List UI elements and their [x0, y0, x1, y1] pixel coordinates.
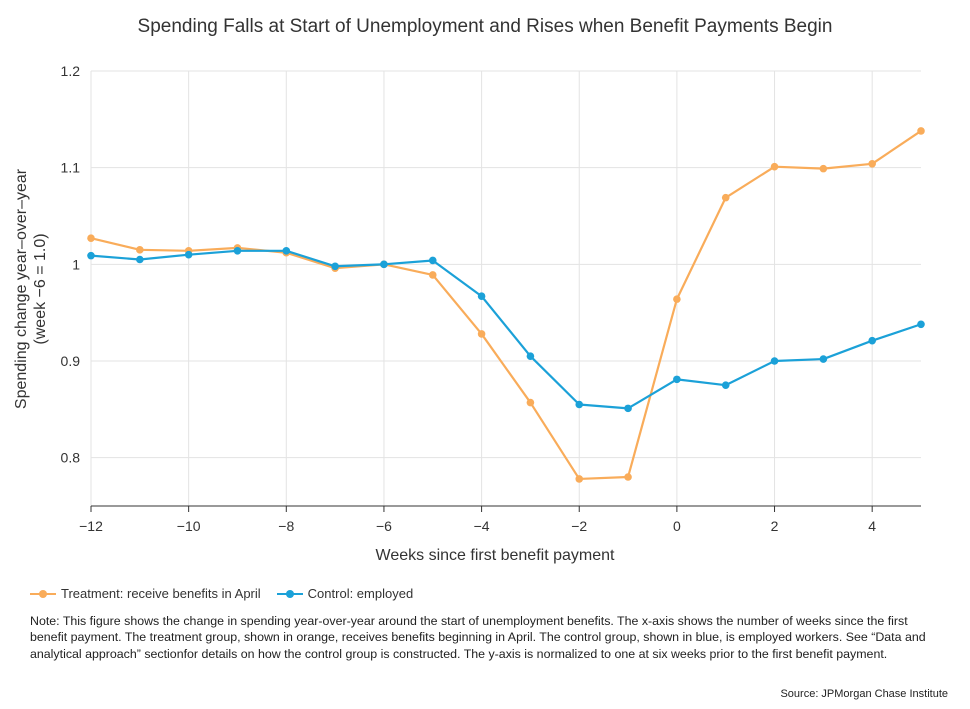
series-1-point-12	[673, 375, 681, 384]
series-0-point-0	[87, 234, 95, 243]
legend-item-control: Control: employed	[276, 586, 414, 601]
source-text: Source: JPMorgan Chase Institute	[780, 688, 948, 700]
chart-title: Spending Falls at Start of Unemployment …	[137, 16, 833, 37]
series-0-point-9	[526, 398, 535, 407]
series-1-point-2	[184, 250, 193, 259]
x-tick-label-8: 4	[868, 518, 876, 534]
series-1-point-16	[868, 336, 876, 345]
y-tick-label-0: 0.8	[61, 450, 81, 466]
line-chart: 0.8 0.9 1 1.1 1.2 −12 −10 −8 −6 −4 −2 0 2 4 Weeks sin…	[13, 63, 925, 564]
axes: 0.8 0.9 1 1.1 1.2 −12 −10 −8 −6 −4 −2 0 2 4	[61, 63, 921, 534]
x-tick-label-4: −4	[474, 518, 490, 534]
series-1-point-7	[428, 256, 437, 265]
series-1-point-15	[819, 355, 828, 363]
x-tick-label-1: −10	[177, 518, 201, 534]
series-1-point-1	[136, 255, 144, 264]
series-1-point-9	[526, 352, 535, 360]
legend-swatch-treatment	[30, 588, 56, 600]
series-0-point-11	[624, 473, 632, 481]
legend-swatch-control	[276, 588, 303, 600]
series-1-point-13	[721, 381, 730, 389]
y-axis-label-sub: (week −6 = 1.0)	[32, 233, 49, 344]
note-text: Note: This figure shows the change in sp…	[30, 614, 926, 661]
series-0-point-1	[136, 246, 144, 254]
series-line-1	[90, 249, 922, 410]
series	[87, 127, 925, 483]
y-tick-label-3: 1.1	[61, 160, 81, 176]
series-1-point-0	[87, 251, 95, 260]
y-tick-label-4: 1.2	[61, 63, 81, 79]
y-tick-label-1: 0.9	[61, 353, 81, 369]
series-line-0	[90, 130, 922, 481]
series-0-point-15	[819, 164, 828, 173]
series-0-point-12	[673, 295, 681, 303]
series-1-point-11	[624, 404, 632, 413]
series-1-point-5	[331, 262, 339, 271]
series-1-point-3	[233, 247, 242, 255]
x-tick-label-2: −8	[278, 518, 294, 534]
legend-label-treatment: Treatment: receive benefits in April	[61, 586, 261, 601]
series-0-point-7	[428, 271, 437, 279]
series-1-point-14	[770, 357, 779, 365]
x-tick-label-3: −6	[376, 518, 392, 534]
x-axis-label: Weeks since first benefit payment	[376, 547, 615, 564]
x-tick-label-0: −12	[79, 518, 103, 534]
legend: Treatment: receive benefits in April Con…	[30, 586, 429, 601]
x-tick-label-6: 0	[673, 518, 681, 534]
series-0-point-8	[477, 330, 486, 338]
series-0-point-17	[917, 127, 925, 135]
y-tick-label-2: 1	[72, 256, 80, 272]
series-0-point-14	[770, 162, 779, 171]
x-tick-label-5: −2	[571, 518, 587, 534]
series-0-point-16	[868, 160, 876, 168]
series-1-point-17	[917, 320, 925, 329]
series-1-point-10	[575, 400, 584, 409]
grid	[90, 70, 921, 506]
series-1-point-6	[380, 260, 388, 269]
series-1-point-4	[282, 247, 291, 255]
series-1-point-8	[477, 292, 486, 301]
axis-labels: Weeks since first benefit payment Spendi…	[13, 168, 615, 564]
x-tick-label-7: 2	[771, 518, 779, 534]
legend-label-control: Control: employed	[307, 586, 414, 601]
legend-item-treatment: Treatment: receive benefits in April	[30, 586, 261, 601]
y-axis-label: Spending change year–over–year	[13, 168, 30, 409]
series-0-point-13	[721, 193, 730, 202]
series-0-point-10	[575, 475, 584, 483]
